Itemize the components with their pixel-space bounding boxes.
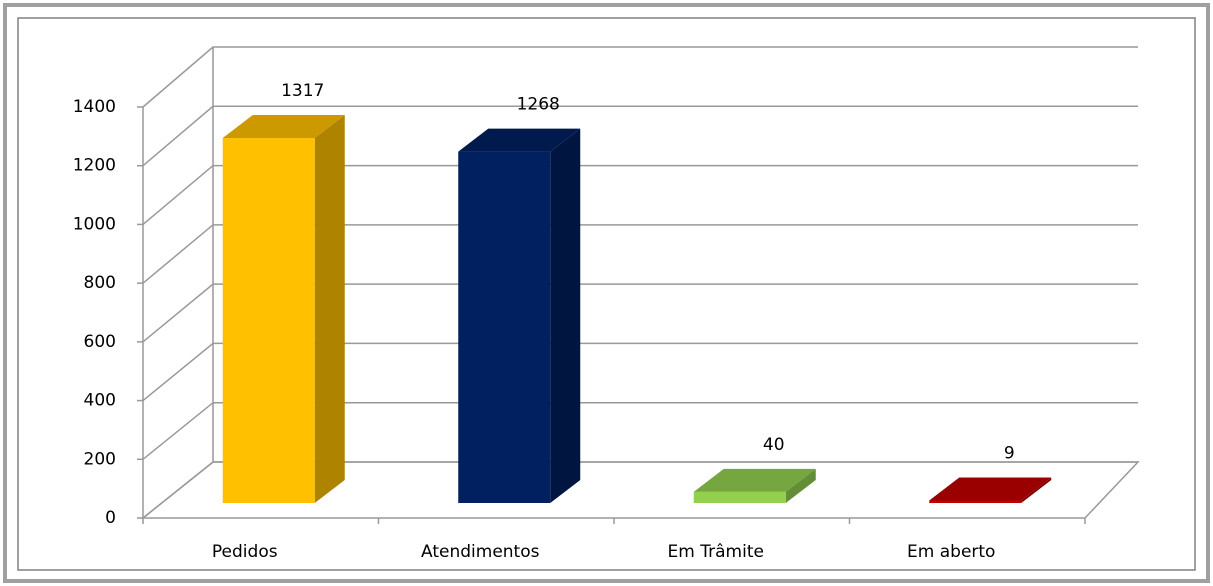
x-tick-label: Atendimentos: [421, 542, 540, 562]
bar: [222, 138, 315, 503]
grid-line: [142, 342, 1138, 402]
bar-side: [785, 468, 816, 503]
grid-line: [142, 46, 1138, 108]
grid-line: [142, 105, 1138, 167]
y-tick-label: 600: [84, 332, 116, 352]
grid-line: [142, 401, 1138, 460]
y-tick-label: 0: [105, 508, 116, 528]
bar-top: [222, 115, 345, 139]
bar-top: [693, 468, 816, 492]
y-tick-label: 1400: [73, 97, 116, 117]
data-label: 40: [763, 435, 785, 455]
bar-top: [929, 477, 1052, 501]
grid-line: [142, 164, 1138, 226]
y-tick-label: 800: [84, 273, 116, 293]
bar-side: [1021, 477, 1052, 503]
grid-line: [142, 283, 1138, 343]
grid-line: [142, 461, 1138, 519]
data-label: 9: [1004, 444, 1015, 464]
y-tick-label: 200: [84, 449, 116, 469]
y-tick-label: 400: [84, 391, 116, 411]
x-tick-label: Em aberto: [907, 542, 995, 562]
bar: [929, 500, 1022, 503]
y-tick-label: 1000: [73, 214, 116, 234]
grid-line: [142, 224, 1138, 284]
bar-side: [550, 128, 581, 503]
data-label: 1317: [281, 81, 324, 101]
bar: [458, 151, 551, 503]
bar: [693, 491, 786, 503]
bar-side: [314, 115, 345, 503]
y-tick-label: 1200: [73, 156, 116, 176]
x-tick-label: Em Trâmite: [668, 542, 764, 562]
x-tick-label: Pedidos: [212, 542, 278, 562]
bar-top: [458, 128, 581, 152]
data-label: 1268: [517, 95, 560, 115]
